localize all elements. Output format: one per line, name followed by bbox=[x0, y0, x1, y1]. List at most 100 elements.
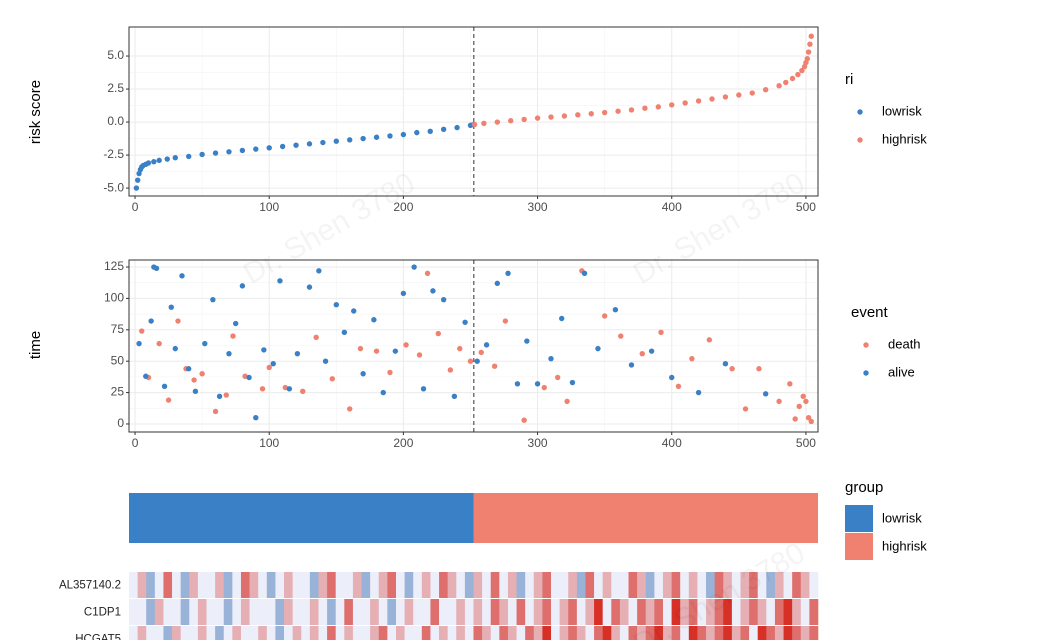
point bbox=[642, 105, 648, 111]
heat-cell bbox=[585, 599, 595, 625]
heat-cell bbox=[680, 626, 690, 640]
heat-cell bbox=[352, 626, 362, 640]
heat-cell bbox=[723, 626, 733, 640]
heat-cell bbox=[301, 572, 311, 598]
point bbox=[186, 153, 192, 160]
point bbox=[808, 418, 814, 425]
heat-cell bbox=[594, 572, 603, 598]
x-tick-label: 300 bbox=[528, 436, 548, 450]
point bbox=[776, 398, 782, 405]
heat-cell bbox=[344, 572, 354, 598]
point bbox=[294, 350, 301, 357]
heat-cell bbox=[551, 599, 560, 625]
point bbox=[357, 345, 364, 352]
point bbox=[669, 102, 675, 108]
heat-cell bbox=[662, 572, 672, 598]
heat-cell bbox=[645, 599, 655, 625]
heat-cell bbox=[654, 572, 664, 598]
heat-cell bbox=[395, 599, 405, 625]
point bbox=[341, 329, 348, 336]
point bbox=[804, 55, 810, 62]
heat-cell bbox=[275, 626, 285, 640]
heat-cell bbox=[542, 572, 552, 598]
point bbox=[534, 381, 541, 387]
row-label: AL357140.2 bbox=[59, 580, 121, 592]
heat-cell bbox=[792, 599, 802, 625]
heat-cell bbox=[499, 626, 509, 640]
heat-cell bbox=[800, 626, 810, 640]
heat-cell bbox=[757, 572, 767, 598]
heat-cell bbox=[594, 626, 603, 640]
heat-cell bbox=[180, 626, 190, 640]
point bbox=[548, 114, 554, 120]
heat-cell bbox=[439, 626, 448, 640]
point bbox=[471, 121, 478, 128]
point bbox=[239, 147, 246, 154]
point bbox=[783, 79, 789, 86]
point bbox=[277, 278, 283, 284]
point bbox=[151, 158, 157, 165]
heat-cell bbox=[671, 599, 681, 625]
heat-cell bbox=[421, 626, 431, 640]
heat-cell bbox=[284, 626, 293, 640]
legend-swatch bbox=[845, 533, 873, 560]
heat-cell bbox=[619, 626, 629, 640]
heat-cell bbox=[749, 626, 759, 640]
heat-cell bbox=[542, 599, 552, 625]
heat-cell bbox=[146, 626, 156, 640]
point bbox=[360, 135, 366, 142]
point bbox=[612, 307, 619, 313]
point bbox=[186, 366, 192, 372]
heat-cell bbox=[309, 599, 319, 625]
point bbox=[313, 334, 319, 341]
heat-cell bbox=[275, 572, 285, 598]
row-label: HCGAT5 bbox=[75, 634, 121, 640]
point bbox=[762, 87, 769, 93]
heat-cell bbox=[258, 599, 268, 625]
heat-cell bbox=[602, 626, 612, 640]
point bbox=[508, 118, 514, 124]
legend-swatch bbox=[845, 505, 873, 532]
point bbox=[481, 120, 487, 127]
heat-cell bbox=[232, 572, 242, 598]
point bbox=[246, 374, 252, 381]
heat-cell bbox=[464, 626, 474, 640]
heat-cell bbox=[688, 599, 698, 625]
heat-cell bbox=[473, 572, 483, 598]
heat-cell bbox=[731, 572, 741, 598]
point bbox=[575, 112, 581, 118]
heat-cell bbox=[430, 599, 440, 625]
point bbox=[762, 391, 769, 397]
heat-cell bbox=[559, 599, 569, 625]
heat-cell bbox=[714, 572, 724, 598]
point bbox=[293, 142, 299, 148]
point bbox=[266, 364, 272, 371]
point bbox=[474, 358, 480, 364]
heat-cell bbox=[327, 599, 336, 625]
heat-cell bbox=[525, 626, 535, 640]
point bbox=[548, 355, 554, 362]
heat-cell bbox=[568, 626, 578, 640]
heat-cell bbox=[197, 599, 207, 625]
point bbox=[706, 337, 713, 343]
point bbox=[800, 393, 806, 400]
heat-cell bbox=[783, 572, 793, 598]
heat-cell bbox=[611, 626, 621, 640]
heat-cell bbox=[335, 599, 345, 625]
point bbox=[136, 340, 142, 347]
point bbox=[329, 376, 335, 382]
heat-cell bbox=[292, 626, 302, 640]
point bbox=[239, 283, 246, 289]
heat-cell bbox=[568, 599, 578, 625]
heat-cell bbox=[172, 599, 181, 625]
point bbox=[320, 139, 326, 146]
point bbox=[559, 315, 565, 322]
heat-cell bbox=[576, 572, 586, 598]
point bbox=[808, 33, 814, 39]
y-tick-label: 5.0 bbox=[107, 48, 124, 62]
x-tick-label: 200 bbox=[393, 436, 413, 450]
group-segment bbox=[473, 493, 818, 543]
point bbox=[521, 417, 527, 423]
point bbox=[306, 284, 313, 290]
point bbox=[494, 119, 501, 125]
